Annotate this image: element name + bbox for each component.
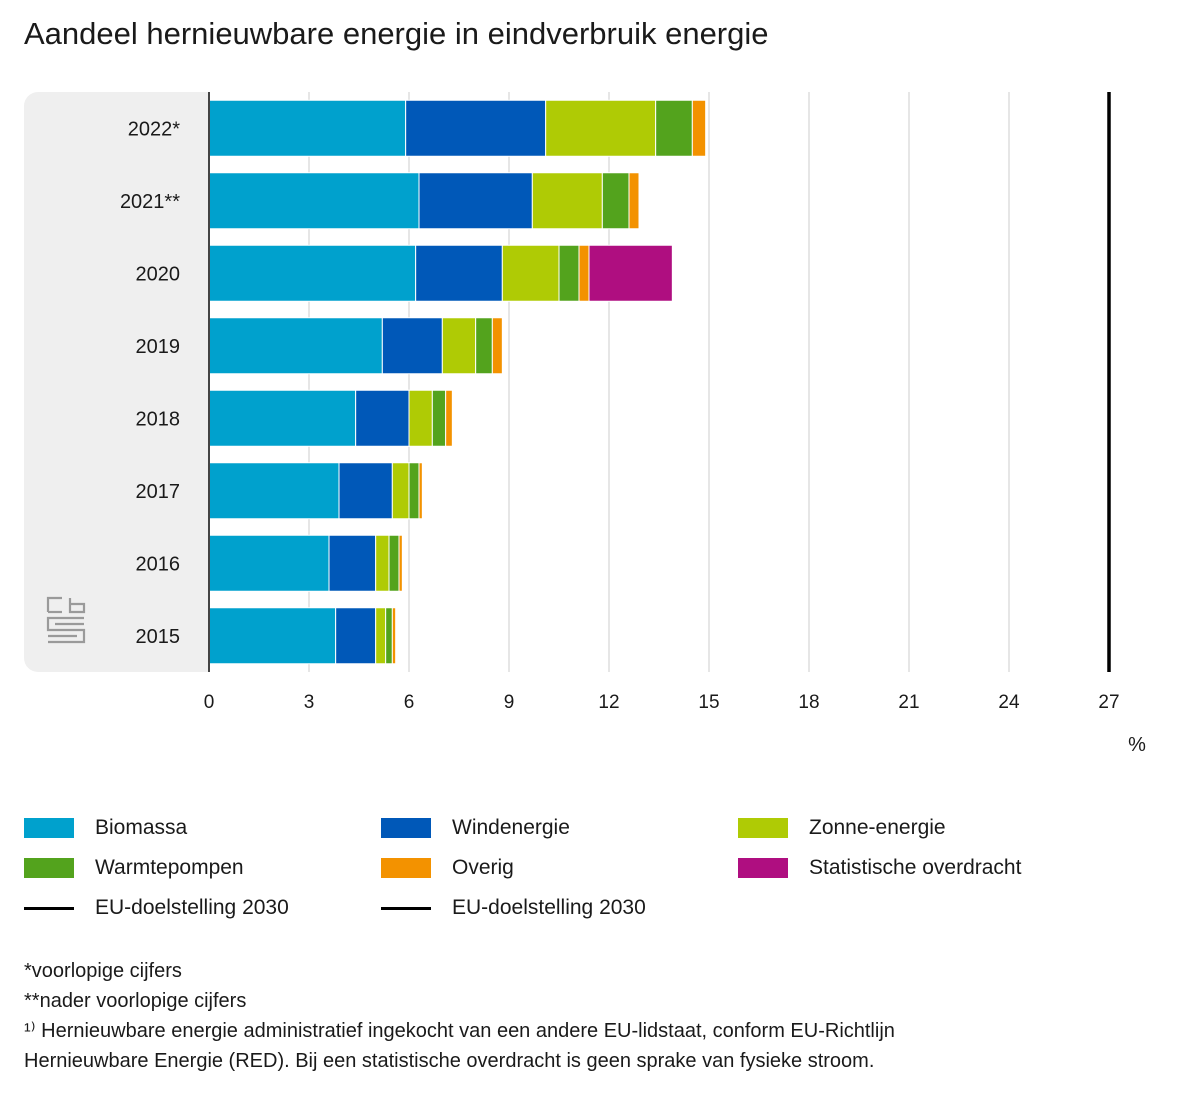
bar-segment xyxy=(385,607,393,665)
x-axis-unit: % xyxy=(1128,734,1146,756)
bar-segment xyxy=(355,389,410,447)
x-tick-label: 12 xyxy=(598,692,619,713)
bar-segment xyxy=(335,607,377,665)
legend-item-windenergie: Windenergie xyxy=(381,813,570,843)
legend-swatch xyxy=(738,858,788,878)
bar-segment xyxy=(328,534,377,592)
footnote: **nader voorlopige cijfers xyxy=(24,990,247,1012)
x-tick-label: 21 xyxy=(898,692,919,713)
legend-item-statistische-overdracht: Statistische overdracht xyxy=(738,853,1021,883)
category-band xyxy=(24,92,221,672)
bar-segment xyxy=(405,99,547,157)
bar-segment xyxy=(588,244,673,302)
legend-label: Statistische overdracht xyxy=(809,856,1022,879)
x-tick-label: 0 xyxy=(204,692,215,713)
bar-segment xyxy=(208,172,420,230)
legend-item-zonne-energie: Zonne-energie xyxy=(738,813,946,843)
bar-segment xyxy=(601,172,630,230)
legend-item-overig: Overig xyxy=(381,853,514,883)
y-category-label: 2018 xyxy=(136,408,181,430)
legend-item-biomassa: Biomassa xyxy=(24,813,187,843)
bar-segment xyxy=(558,244,580,302)
legend-swatch xyxy=(381,858,431,878)
bar-segment xyxy=(208,99,407,157)
footnotes: *voorlopige cijfers **nader voorlopige c… xyxy=(24,956,895,1076)
legend-item-eu-doelstelling-2: EU-doelstelling 2030 xyxy=(381,893,646,923)
legend-swatch xyxy=(738,818,788,838)
x-tick-label: 27 xyxy=(1098,692,1119,713)
bar-segment xyxy=(208,389,357,447)
bar-segment xyxy=(628,172,640,230)
axes xyxy=(208,92,1111,672)
bar-segment xyxy=(338,462,393,520)
bar-segment xyxy=(208,534,330,592)
legend-label: EU-doelstelling 2030 xyxy=(95,896,289,919)
footnote: ¹⁾ Hernieuwbare energie administratief i… xyxy=(24,1020,895,1042)
y-category-label: 2021** xyxy=(120,191,180,213)
x-tick-label: 18 xyxy=(798,692,819,713)
footnote: *voorlopige cijfers xyxy=(24,960,182,982)
bar-segment xyxy=(501,244,560,302)
category-band-rect xyxy=(24,92,221,672)
bar-segment xyxy=(545,99,657,157)
bar-segment xyxy=(391,462,410,520)
bar-segment xyxy=(375,607,387,665)
legend-swatch xyxy=(24,818,74,838)
legend-label: EU-doelstelling 2030 xyxy=(452,896,646,919)
legend-label: Zonne-energie xyxy=(809,816,946,839)
bar-segment xyxy=(415,244,503,302)
bar-segment xyxy=(655,99,693,157)
legend-label: Warmtepompen xyxy=(95,856,244,879)
x-tick-label: 3 xyxy=(304,692,315,713)
bar-segment xyxy=(441,317,477,375)
x-tick-label: 24 xyxy=(998,692,1020,713)
y-category-label: 2020 xyxy=(136,263,181,285)
y-category-label: 2019 xyxy=(136,336,181,358)
bars xyxy=(208,99,707,665)
bar-segment xyxy=(531,172,603,230)
bar-segment xyxy=(208,462,340,520)
y-category-label: 2015 xyxy=(136,626,181,648)
bar-segment xyxy=(208,244,417,302)
bar-segment xyxy=(375,534,390,592)
legend-swatch xyxy=(24,858,74,878)
bar-segment xyxy=(388,534,400,592)
y-category-label: 2022* xyxy=(128,118,180,140)
chart-title: Aandeel hernieuwbare energie in eindverb… xyxy=(24,16,769,51)
x-tick-label: 9 xyxy=(504,692,515,713)
bar-segment xyxy=(208,607,337,665)
bar-segment xyxy=(491,317,503,375)
bar-segment xyxy=(398,534,403,592)
labels: 0 3 6 9 12 15 18 21 24 27 2022* 2021** 2020 2019 2018 2… xyxy=(120,118,1120,713)
legend-line-swatch xyxy=(24,906,74,910)
y-category-label: 2016 xyxy=(136,553,181,575)
legend-label: Biomassa xyxy=(95,816,188,839)
x-tick-label: 15 xyxy=(698,692,719,713)
bar-segment xyxy=(431,389,447,447)
bar-segment xyxy=(391,607,397,665)
legend-swatch xyxy=(381,818,431,838)
legend-line-swatch xyxy=(381,906,431,910)
legend-label: Windenergie xyxy=(452,816,570,839)
y-category-label: 2017 xyxy=(136,481,181,503)
bar-segment xyxy=(408,389,433,447)
bar-segment xyxy=(445,389,453,447)
bar-segment xyxy=(418,172,533,230)
bar-segment xyxy=(208,317,383,375)
legend-item-warmtepompen: Warmtepompen xyxy=(24,853,244,883)
legend-label: Overig xyxy=(452,856,514,879)
bar-chart: 0 3 6 9 12 15 18 21 24 27 2022* 2021** 2020 2019 2018 2… xyxy=(24,92,1146,756)
cbs-logo-icon xyxy=(46,596,86,644)
bar-segment xyxy=(475,317,493,375)
bar-segment xyxy=(578,244,590,302)
bar-segment xyxy=(408,462,420,520)
bar-segment xyxy=(691,99,707,157)
bar-segment xyxy=(381,317,443,375)
legend-item-eu-doelstelling: EU-doelstelling 2030 xyxy=(24,893,289,923)
category-band-mask xyxy=(209,92,221,672)
bar-segment xyxy=(418,462,423,520)
footnote: Hernieuwbare Energie (RED). Bij een stat… xyxy=(24,1050,875,1072)
x-tick-label: 6 xyxy=(404,692,415,713)
